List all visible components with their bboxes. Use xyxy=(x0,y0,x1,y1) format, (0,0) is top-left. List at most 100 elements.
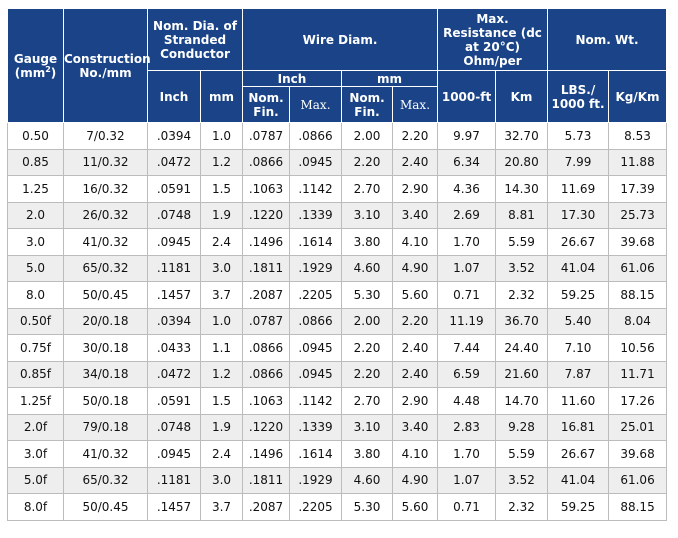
table-cell: 1.25f xyxy=(7,387,64,415)
table-cell: 3.0f xyxy=(7,440,64,468)
table-cell: 2.32 xyxy=(495,281,549,309)
wire-spec-table: Gauge (mm2) Construction No./mm Nom. Dia… xyxy=(7,8,668,521)
table-cell: 3.40 xyxy=(391,201,439,229)
table-cell: 61.06 xyxy=(608,254,668,282)
table-cell: 1.9 xyxy=(200,413,243,441)
header-kg-km: Kg/Km xyxy=(608,70,668,123)
table-cell: .1496 xyxy=(242,228,290,256)
table-cell: .1614 xyxy=(289,440,342,468)
table-cell: 2.4 xyxy=(200,228,243,256)
table-cell: 61.06 xyxy=(608,466,668,494)
table-cell: 1.70 xyxy=(437,228,497,256)
table-cell: 1.07 xyxy=(437,466,497,494)
table-cell: 5.0f xyxy=(7,466,64,494)
table-cell: 7.99 xyxy=(547,148,610,176)
header-lbs-1000ft: LBS./ 1000 ft. xyxy=(547,70,610,123)
header-inch-max: Max. xyxy=(289,86,342,123)
table-cell: 3.7 xyxy=(200,493,243,521)
table-cell: 3.10 xyxy=(341,201,393,229)
table-cell: 3.52 xyxy=(495,466,549,494)
table-cell: 41/0.32 xyxy=(63,440,148,468)
table-cell: 8.53 xyxy=(608,122,668,150)
table-cell: 1.2 xyxy=(200,148,243,176)
table-cell: 7.10 xyxy=(547,334,610,362)
table-cell: .0787 xyxy=(242,122,290,150)
header-nom-dia: Nom. Dia. of Stranded Conductor xyxy=(147,8,243,71)
table-cell: 0.85 xyxy=(7,148,64,176)
table-cell: 2.90 xyxy=(391,175,439,203)
table-cell: 7/0.32 xyxy=(63,122,148,150)
table-row: 0.75f 30/0.18.0433 1.1.0866.0945 2.20 2.40 7.… xyxy=(7,334,668,362)
table-cell: 2.20 xyxy=(341,334,393,362)
table-row: 1.25f 50/0.18.0591 1.5.1063.1142 2.70 2.90 4.… xyxy=(7,387,668,415)
header-nom-wt: Nom. Wt. xyxy=(547,8,668,71)
table-row: 8.0 50/0.45.1457 3.7.2087.2205 5.30 5.60 0.71… xyxy=(7,281,668,309)
table-cell: 4.36 xyxy=(437,175,497,203)
table-row: 1.25 16/0.32.0591 1.5.1063.1142 2.70 2.90 4.3… xyxy=(7,175,668,203)
table-cell: 0.50f xyxy=(7,307,64,335)
table-cell: 6.59 xyxy=(437,360,497,388)
table-cell: .1614 xyxy=(289,228,342,256)
table-row: 2.0f 79/0.18.0748 1.9.1220.1339 3.10 3.40 2.8… xyxy=(7,413,668,441)
table-cell: 7.87 xyxy=(547,360,610,388)
header-nom-dia-mm: mm xyxy=(200,70,243,123)
table-cell: 5.73 xyxy=(547,122,610,150)
table-cell: 11.19 xyxy=(437,307,497,335)
table-cell: 25.73 xyxy=(608,201,668,229)
table-cell: .1811 xyxy=(242,466,290,494)
table-cell: 41.04 xyxy=(547,466,610,494)
table-cell: .0866 xyxy=(289,122,342,150)
table-cell: 4.10 xyxy=(391,440,439,468)
header-res-km: Km xyxy=(495,70,549,123)
table-cell: 0.71 xyxy=(437,281,497,309)
table-cell: 3.10 xyxy=(341,413,393,441)
table-cell: 4.10 xyxy=(391,228,439,256)
table-cell: 3.7 xyxy=(200,281,243,309)
table-cell: 2.32 xyxy=(495,493,549,521)
table-row: 8.0f 50/0.45.1457 3.7.2087.2205 5.30 5.60 0.7… xyxy=(7,493,668,521)
table-cell: 24.40 xyxy=(495,334,549,362)
table-cell: 2.90 xyxy=(391,387,439,415)
table-cell: 26.67 xyxy=(547,440,610,468)
table-cell: 11.69 xyxy=(547,175,610,203)
table-cell: 4.90 xyxy=(391,466,439,494)
table-cell: 2.40 xyxy=(391,360,439,388)
table-cell: .1142 xyxy=(289,387,342,415)
table-cell: 0.75f xyxy=(7,334,64,362)
table-cell: 3.52 xyxy=(495,254,549,282)
table-cell: 1.9 xyxy=(200,201,243,229)
header-max-resistance: Max. Resistance (dc at 20°C) Ohm/per xyxy=(437,8,549,71)
table-cell: 14.30 xyxy=(495,175,549,203)
table-cell: 2.00 xyxy=(341,122,393,150)
table-cell: 3.0 xyxy=(200,254,243,282)
table-cell: 17.26 xyxy=(608,387,668,415)
table-row: 3.0f 41/0.32.0945 2.4.1496.1614 3.80 4.10 1.7… xyxy=(7,440,668,468)
table-cell: 2.00 xyxy=(341,307,393,335)
table-cell: 2.20 xyxy=(341,148,393,176)
table-cell: 88.15 xyxy=(608,493,668,521)
table-cell: 16.81 xyxy=(547,413,610,441)
table-cell: 59.25 xyxy=(547,493,610,521)
table-cell: .1339 xyxy=(289,201,342,229)
table-cell: 3.80 xyxy=(341,228,393,256)
table-cell: .2087 xyxy=(242,281,290,309)
table-cell: .1457 xyxy=(147,493,201,521)
table-cell: 39.68 xyxy=(608,440,668,468)
table-cell: 14.70 xyxy=(495,387,549,415)
table-cell: 1.07 xyxy=(437,254,497,282)
table-cell: 2.20 xyxy=(391,122,439,150)
table-cell: 1.70 xyxy=(437,440,497,468)
table-cell: .2087 xyxy=(242,493,290,521)
header-mm-nom-fin: Nom. Fin. xyxy=(341,86,393,123)
table-cell: 41.04 xyxy=(547,254,610,282)
table-cell: 20.80 xyxy=(495,148,549,176)
table-cell: 25.01 xyxy=(608,413,668,441)
table-cell: 0.50 xyxy=(7,122,64,150)
table-row: 0.85 11/0.32.0472 1.2.0866.0945 2.20 2.40 6.3… xyxy=(7,148,668,176)
table-cell: 50/0.18 xyxy=(63,387,148,415)
table-cell: 1.0 xyxy=(200,122,243,150)
table-row: 0.50 7/0.32.0394 1.0.0787.0866 2.00 2.20 9.97… xyxy=(7,122,668,150)
table-cell: 41/0.32 xyxy=(63,228,148,256)
table-cell: 50/0.45 xyxy=(63,493,148,521)
table-header: Gauge (mm2) Construction No./mm Nom. Dia… xyxy=(7,8,668,123)
